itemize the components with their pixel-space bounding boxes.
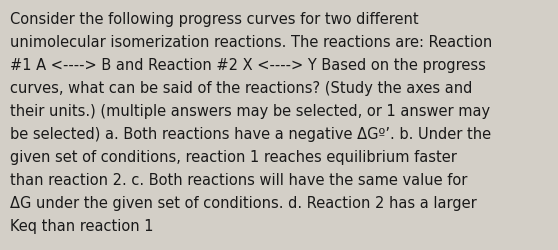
Text: curves, what can be said of the reactions? (Study the axes and: curves, what can be said of the reaction… [10, 81, 473, 96]
Text: than reaction 2. c. Both reactions will have the same value for: than reaction 2. c. Both reactions will … [10, 172, 468, 187]
Text: their units.) (multiple answers may be selected, or 1 answer may: their units.) (multiple answers may be s… [10, 104, 490, 118]
Text: given set of conditions, reaction 1 reaches equilibrium faster: given set of conditions, reaction 1 reac… [10, 150, 457, 164]
Text: Keq than reaction 1: Keq than reaction 1 [10, 218, 153, 233]
Text: Consider the following progress curves for two different: Consider the following progress curves f… [10, 12, 418, 27]
Text: be selected) a. Both reactions have a negative ΔGº’. b. Under the: be selected) a. Both reactions have a ne… [10, 126, 491, 142]
Text: #1 A <----> B and Reaction #2 X <----> Y Based on the progress: #1 A <----> B and Reaction #2 X <----> Y… [10, 58, 486, 73]
Text: ΔG under the given set of conditions. d. Reaction 2 has a larger: ΔG under the given set of conditions. d.… [10, 195, 477, 210]
Text: unimolecular isomerization reactions. The reactions are: Reaction: unimolecular isomerization reactions. Th… [10, 35, 492, 50]
